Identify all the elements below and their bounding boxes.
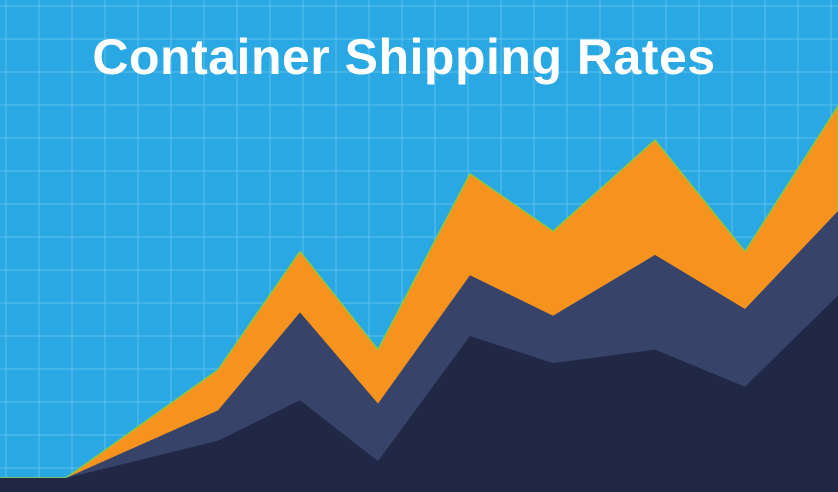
series-area-3: [0, 295, 838, 492]
chart-title: Container Shipping Rates: [92, 29, 716, 85]
series-layer: [0, 105, 838, 492]
